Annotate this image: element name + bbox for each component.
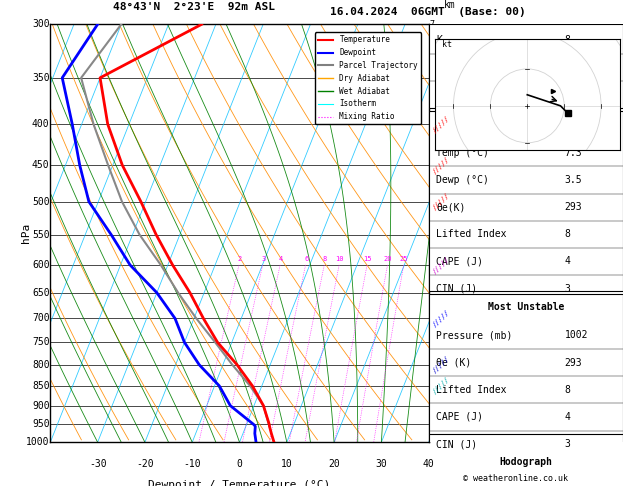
Text: 0: 0 [237, 459, 242, 469]
Text: 550: 550 [32, 230, 50, 240]
Text: K: K [437, 35, 442, 45]
Text: 20: 20 [328, 459, 340, 469]
Text: 300: 300 [32, 19, 50, 29]
Text: 40: 40 [423, 459, 435, 469]
Legend: Temperature, Dewpoint, Parcel Trajectory, Dry Adiabat, Wet Adiabat, Isotherm, Mi: Temperature, Dewpoint, Parcel Trajectory… [315, 32, 421, 124]
Text: 15: 15 [364, 256, 372, 262]
Text: 950: 950 [32, 419, 50, 430]
Text: 30: 30 [376, 459, 387, 469]
Text: 4: 4 [430, 260, 435, 269]
Text: 700: 700 [32, 313, 50, 324]
Text: km: km [443, 0, 455, 10]
Text: 850: 850 [32, 381, 50, 391]
Text: ASL: ASL [441, 25, 459, 35]
Text: Dewp (°C): Dewp (°C) [437, 175, 489, 185]
Text: 6: 6 [304, 256, 308, 262]
Text: PW (cm): PW (cm) [437, 89, 477, 99]
Text: 8: 8 [564, 229, 571, 239]
Text: kt: kt [442, 40, 452, 49]
Text: 8: 8 [564, 385, 571, 395]
Text: /////: ///// [432, 156, 451, 174]
Text: 3: 3 [564, 284, 571, 294]
Text: 48°43'N  2°23'E  92m ASL: 48°43'N 2°23'E 92m ASL [113, 2, 275, 12]
Text: 3: 3 [261, 256, 265, 262]
Text: LCL: LCL [430, 422, 445, 431]
Text: 6: 6 [430, 120, 435, 129]
Text: Lifted Index: Lifted Index [437, 385, 507, 395]
Text: 1: 1 [430, 401, 435, 410]
Text: Totals Totals: Totals Totals [437, 62, 513, 72]
Text: Mixing Ratio (g/kg): Mixing Ratio (g/kg) [474, 177, 484, 289]
Bar [429, 434, 623, 450]
Text: 800: 800 [32, 360, 50, 370]
Text: 293: 293 [564, 202, 582, 212]
Text: /////: ///// [432, 255, 451, 275]
Text: 900: 900 [32, 400, 50, 411]
Text: 1.07: 1.07 [564, 89, 588, 99]
Text: 4: 4 [564, 412, 571, 422]
Text: 1002: 1002 [564, 330, 588, 341]
Text: 5: 5 [430, 197, 435, 206]
Text: 10: 10 [281, 459, 292, 469]
Text: CIN (J): CIN (J) [437, 439, 477, 449]
Text: CAPE (J): CAPE (J) [437, 257, 484, 266]
Text: 8: 8 [564, 35, 571, 45]
Text: 3: 3 [430, 314, 435, 323]
Text: Hodograph: Hodograph [499, 457, 552, 468]
Text: -20: -20 [136, 459, 153, 469]
Text: /////: ///// [432, 376, 451, 396]
Text: 4: 4 [564, 257, 571, 266]
Text: © weatheronline.co.uk: © weatheronline.co.uk [464, 474, 568, 483]
Text: 2: 2 [430, 360, 435, 369]
Bar [429, 24, 623, 108]
Text: 16.04.2024  06GMT  (Base: 00): 16.04.2024 06GMT (Base: 00) [330, 7, 526, 17]
Text: Pressure (mb): Pressure (mb) [437, 330, 513, 341]
Text: 4: 4 [279, 256, 283, 262]
Text: Dewpoint / Temperature (°C): Dewpoint / Temperature (°C) [148, 480, 331, 486]
Text: 400: 400 [32, 119, 50, 129]
Text: 350: 350 [32, 73, 50, 83]
Text: 500: 500 [32, 197, 50, 207]
Text: /////: ///// [432, 355, 451, 374]
Text: Temp (°C): Temp (°C) [437, 148, 489, 158]
Text: 25: 25 [400, 256, 408, 262]
Text: /////: ///// [432, 115, 451, 134]
Text: /////: ///// [432, 309, 451, 328]
Text: /////: ///// [432, 192, 451, 211]
Text: 600: 600 [32, 260, 50, 270]
Text: θe (K): θe (K) [437, 358, 472, 367]
Text: -30: -30 [89, 459, 106, 469]
Text: 20: 20 [384, 256, 392, 262]
Text: Lifted Index: Lifted Index [437, 229, 507, 239]
Bar [429, 294, 623, 446]
Text: 8: 8 [323, 256, 327, 262]
Text: Most Unstable: Most Unstable [487, 302, 564, 312]
Text: 650: 650 [32, 288, 50, 298]
Text: hPa: hPa [21, 223, 31, 243]
Text: 7.3: 7.3 [564, 148, 582, 158]
Text: 44: 44 [564, 62, 576, 72]
Text: CAPE (J): CAPE (J) [437, 412, 484, 422]
Text: 293: 293 [564, 358, 582, 367]
Text: 7: 7 [430, 20, 435, 29]
Text: θe(K): θe(K) [437, 202, 466, 212]
Text: 1000: 1000 [26, 437, 50, 447]
Text: Surface: Surface [505, 119, 546, 129]
Text: 3.5: 3.5 [564, 175, 582, 185]
Bar [429, 111, 623, 291]
Text: -10: -10 [184, 459, 201, 469]
Text: CIN (J): CIN (J) [437, 284, 477, 294]
Text: 10: 10 [335, 256, 344, 262]
Text: 2: 2 [238, 256, 242, 262]
Text: 3: 3 [564, 439, 571, 449]
Text: 750: 750 [32, 337, 50, 347]
Text: 450: 450 [32, 160, 50, 170]
